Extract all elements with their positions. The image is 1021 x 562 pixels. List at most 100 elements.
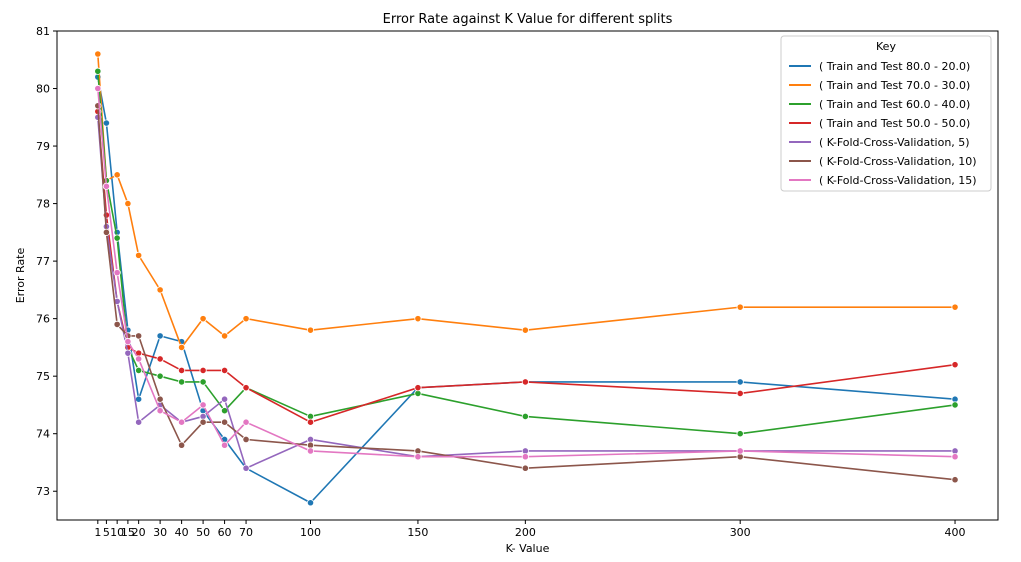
chart-title: Error Rate against K Value for different… [383, 12, 673, 27]
legend: Key ( Train and Test 80.0 - 20.0) ( Train… [780, 35, 992, 192]
data-point [242, 384, 250, 392]
data-point [199, 401, 207, 409]
legend-label: ( Train and Test 60.0 - 40.0) [819, 98, 970, 111]
data-point [220, 366, 229, 375]
y-tick-label: 74 [36, 428, 50, 441]
series-layer [94, 50, 959, 507]
data-point [220, 395, 229, 403]
x-tick-label: 30 [153, 526, 167, 539]
x-tick-label: 200 [515, 526, 536, 539]
data-point [124, 338, 132, 346]
series [94, 102, 959, 484]
x-tick-label: 1 [94, 526, 101, 539]
legend-title: Key [876, 40, 896, 53]
legend-label: ( K-Fold-Cross-Validation, 5) [819, 136, 970, 149]
legend-item: ( K-Fold-Cross-Validation, 10) [789, 155, 977, 168]
x-tick-label: 10 [110, 526, 124, 539]
x-tick-label: 60 [218, 526, 232, 539]
legend-label: ( Train and Test 70.0 - 30.0) [819, 79, 970, 92]
y-tick-label: 80 [36, 83, 50, 96]
data-point [220, 332, 229, 340]
data-point [306, 447, 315, 455]
data-point [156, 355, 164, 363]
data-point [951, 303, 959, 311]
x-tick-label: 300 [730, 526, 751, 539]
data-point [306, 499, 315, 507]
data-point [124, 349, 132, 357]
x-tick-label: 400 [945, 526, 966, 539]
y-tick-label: 77 [36, 255, 50, 268]
plot-area [56, 30, 999, 521]
x-tick-label: 100 [300, 526, 321, 539]
data-point [306, 418, 315, 426]
data-point [178, 418, 186, 426]
x-tick-label: 150 [407, 526, 428, 539]
legend-item: ( Train and Test 70.0 - 30.0) [789, 79, 970, 92]
y-tick-label: 75 [36, 370, 50, 383]
data-point [156, 332, 164, 340]
data-point [414, 453, 422, 461]
data-point [199, 315, 207, 323]
legend-label: ( Train and Test 80.0 - 20.0) [819, 60, 970, 73]
x-tick-label: 15 [121, 526, 135, 539]
x-tick-label: 70 [239, 526, 253, 539]
data-point [94, 67, 102, 75]
data-point [94, 84, 102, 93]
data-point [242, 315, 250, 323]
data-point [135, 355, 143, 363]
data-point [414, 384, 422, 392]
data-point [113, 320, 121, 328]
data-point [521, 412, 529, 421]
data-point [113, 269, 121, 277]
data-point [135, 395, 143, 403]
legend-label: ( Train and Test 50.0 - 50.0) [819, 117, 970, 130]
data-point [135, 366, 143, 375]
y-tick-label: 78 [36, 198, 50, 211]
data-point [178, 343, 186, 352]
series [94, 50, 959, 352]
data-point [736, 378, 744, 386]
x-tick-label: 50 [196, 526, 210, 539]
data-point [951, 453, 959, 461]
data-point [414, 315, 422, 323]
data-point [135, 251, 143, 259]
data-point [736, 430, 744, 438]
data-point [156, 407, 164, 415]
y-tick-label: 76 [36, 313, 50, 326]
data-point [306, 326, 315, 334]
y-axis: 73 74 75 76 77 78 79 80 81 [36, 25, 57, 498]
data-point [135, 418, 143, 426]
legend-item: ( Train and Test 60.0 - 40.0) [789, 98, 970, 111]
legend-item: ( Train and Test 50.0 - 50.0) [789, 117, 970, 130]
y-tick-label: 79 [36, 140, 50, 153]
y-tick-label: 81 [36, 25, 50, 38]
data-point [951, 361, 959, 369]
data-point [521, 464, 529, 472]
data-point [102, 119, 111, 127]
data-point [220, 418, 229, 426]
data-point [951, 401, 959, 409]
legend-item: ( Train and Test 80.0 - 20.0) [789, 60, 970, 73]
data-point [113, 171, 121, 179]
x-tick-label: 40 [175, 526, 189, 539]
legend-item: ( K-Fold-Cross-Validation, 5) [789, 136, 970, 149]
x-tick-label: 20 [132, 526, 146, 539]
data-point [521, 453, 529, 461]
data-point [736, 303, 744, 311]
legend-box [780, 35, 992, 192]
data-point [242, 464, 250, 472]
data-point [178, 441, 186, 449]
legend-label: ( K-Fold-Cross-Validation, 10) [819, 155, 977, 168]
data-point [242, 418, 250, 426]
data-point [156, 372, 164, 380]
data-point [199, 366, 207, 375]
data-point [199, 378, 207, 386]
y-tick-label: 73 [36, 485, 50, 498]
data-point [736, 389, 744, 398]
data-point [951, 476, 959, 484]
y-axis-label: Error Rate [14, 248, 27, 304]
legend-item: ( K-Fold-Cross-Validation, 15) [789, 174, 977, 187]
data-point [102, 228, 111, 236]
series [94, 84, 959, 461]
data-point [156, 395, 164, 403]
